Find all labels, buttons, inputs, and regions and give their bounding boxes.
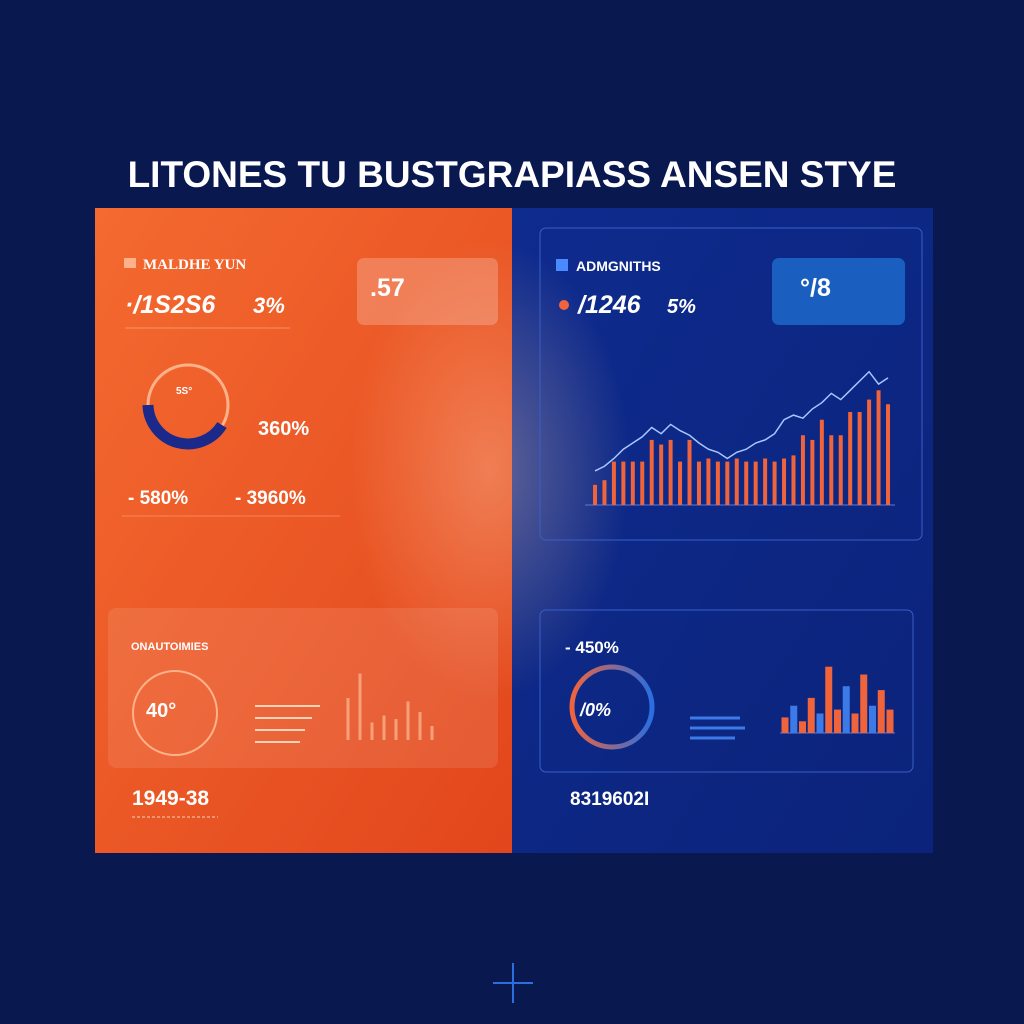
bar bbox=[346, 698, 350, 740]
bar bbox=[630, 461, 635, 505]
bar bbox=[706, 458, 711, 505]
bar bbox=[649, 439, 654, 505]
bar bbox=[819, 419, 824, 505]
card bbox=[772, 258, 905, 325]
metric: /1246 bbox=[577, 291, 642, 319]
bar bbox=[763, 458, 768, 505]
bar bbox=[857, 412, 862, 505]
donut-arc bbox=[142, 404, 227, 450]
bar bbox=[825, 666, 833, 733]
bar bbox=[382, 715, 386, 740]
bar bbox=[687, 439, 692, 505]
portrait-glow bbox=[350, 240, 630, 700]
bar bbox=[790, 705, 798, 733]
bar bbox=[602, 480, 607, 505]
bar bbox=[807, 697, 815, 733]
bar bbox=[800, 435, 805, 505]
bar bbox=[418, 712, 422, 740]
bar bbox=[611, 461, 616, 505]
card bbox=[357, 258, 498, 325]
footer-value: 1949-38 bbox=[132, 787, 209, 810]
bar bbox=[781, 717, 789, 733]
bar bbox=[848, 412, 853, 505]
stat: - 3960% bbox=[235, 488, 306, 509]
bar bbox=[753, 461, 758, 505]
section-card bbox=[108, 608, 498, 768]
icon bbox=[124, 258, 136, 268]
bar bbox=[842, 686, 850, 733]
bar bbox=[430, 726, 434, 740]
bar bbox=[659, 444, 664, 505]
title: LITONES TU BUSTGRAPIASS ANSEN STYE bbox=[128, 154, 897, 195]
bar bbox=[860, 674, 868, 733]
bar bbox=[772, 461, 777, 505]
donut-label: 5S° bbox=[176, 386, 192, 397]
gauge-value: 40° bbox=[146, 700, 176, 722]
card-value: .57 bbox=[370, 274, 405, 302]
header: MALDHE YUN bbox=[143, 257, 246, 273]
bar bbox=[734, 458, 739, 505]
bar bbox=[678, 461, 683, 505]
gauge bbox=[132, 670, 218, 756]
bar bbox=[715, 461, 720, 505]
bar bbox=[834, 709, 841, 733]
header: ADMGNITHS bbox=[576, 258, 661, 274]
bar bbox=[406, 701, 410, 740]
bar bbox=[358, 673, 362, 740]
donut-value: 360% bbox=[258, 418, 309, 440]
bar bbox=[782, 458, 787, 505]
bar bbox=[816, 713, 824, 733]
gauge bbox=[569, 664, 655, 750]
legend-lines bbox=[255, 705, 320, 743]
bar bbox=[876, 390, 881, 505]
bar bbox=[370, 722, 374, 740]
card-value: °/8 bbox=[800, 274, 831, 302]
bar bbox=[810, 439, 815, 505]
legend-lines bbox=[690, 716, 745, 740]
bar bbox=[593, 484, 597, 505]
bar bbox=[744, 461, 749, 505]
line bbox=[594, 370, 889, 472]
bar bbox=[838, 435, 843, 505]
metric-change: 3% bbox=[253, 293, 285, 318]
section-title: ONAUTOIMIES bbox=[131, 641, 208, 653]
stat: - 580% bbox=[128, 488, 188, 509]
bar bbox=[668, 439, 673, 505]
bar bbox=[886, 404, 890, 505]
chart-card bbox=[539, 227, 923, 541]
bar bbox=[640, 461, 645, 505]
bar bbox=[877, 690, 885, 733]
bar bbox=[886, 709, 894, 733]
gauge-value: /0% bbox=[579, 700, 611, 720]
bar bbox=[829, 435, 834, 505]
bar bbox=[867, 399, 872, 505]
icon bbox=[556, 259, 568, 271]
bar bbox=[851, 713, 859, 733]
bar bbox=[791, 455, 796, 505]
bar bbox=[799, 721, 806, 733]
section-card bbox=[539, 609, 914, 773]
bar bbox=[725, 461, 730, 505]
dot bbox=[559, 300, 569, 310]
metric-change: 5% bbox=[667, 296, 696, 318]
plus-icon bbox=[493, 963, 533, 1003]
footer-value: 8319602I bbox=[570, 789, 649, 810]
bar bbox=[869, 705, 876, 733]
metric: ·/1S2S6 bbox=[125, 291, 216, 319]
section-value: - 450% bbox=[565, 638, 619, 657]
bar bbox=[696, 461, 701, 505]
bar bbox=[621, 461, 626, 505]
bar bbox=[394, 719, 398, 740]
